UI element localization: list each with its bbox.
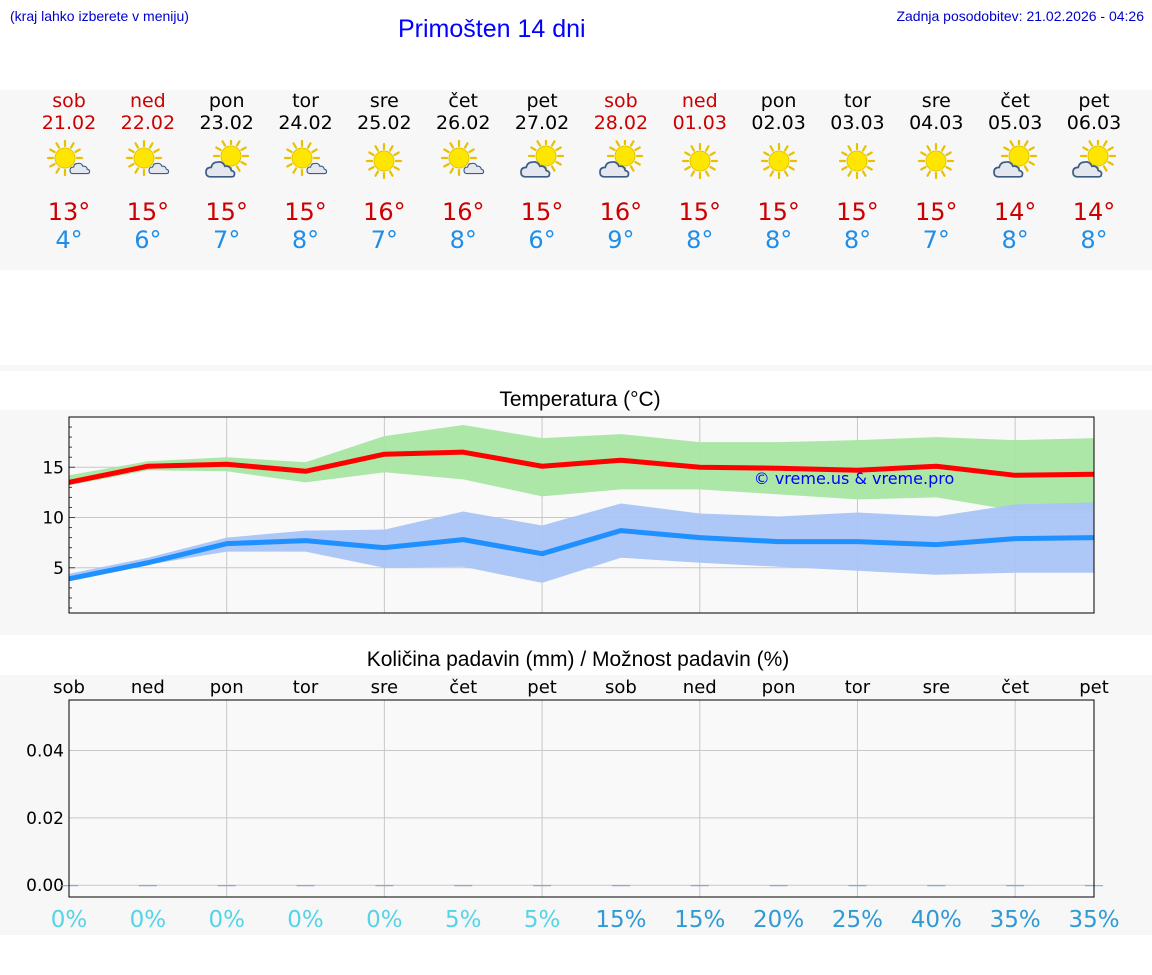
day-date: 21.02 [41,112,97,134]
divider [0,365,1152,371]
max-temperature: 15° [678,198,722,226]
sun-cloud-icon [46,140,91,177]
day-name: čet [1000,90,1030,112]
max-temperature: 13° [47,198,91,226]
max-temperature: 16° [441,198,485,226]
temperature-chart-title: Temperatura (°C) [499,388,661,411]
day-date: 28.02 [593,112,649,134]
max-temperature: 14° [1072,198,1116,226]
cloud-sun-icon [993,140,1038,178]
max-temperature: 16° [363,198,406,226]
day-date: 02.03 [751,112,806,134]
day-date: 03.03 [830,112,885,134]
forecast-day: ned 22.02 15° 6° [108,90,188,254]
max-temperature: 15° [915,198,958,226]
forecast-day: tor 03.03 15° 8° [817,90,897,254]
max-temperature: 15° [205,198,248,226]
day-name: pon [760,90,797,112]
sun-cloud-icon [125,140,169,177]
max-temperature: 15° [284,198,327,226]
max-temperature: 15° [126,198,170,226]
sun-icon [918,142,955,180]
sun-icon [681,142,718,180]
max-temperature: 15° [757,198,800,226]
min-temperature: 6° [528,226,556,254]
sun-cloud-icon [283,140,327,177]
min-temperature: 8° [291,226,320,254]
min-temperature: 8° [686,226,714,254]
forecast-day: sob 21.02 13° 4° [29,90,109,254]
page-title: Primošten 14 dni [398,15,586,43]
day-name: sre [921,90,951,112]
day-name: sre [369,90,399,112]
max-temperature: 15° [836,198,879,226]
forecast-band [0,90,1152,270]
sun-cloud-icon [441,140,485,177]
forecast-day: ned 01.03 15° 8° [660,90,740,254]
cloud-sun-icon [520,140,565,178]
forecast-day: sob 28.02 16° 9° [581,90,661,254]
cloud-sun-icon [204,140,249,178]
forecast-day: sre 04.03 15° 7° [896,90,976,254]
day-date: 05.03 [987,112,1043,134]
cloud-sun-icon [599,140,644,178]
min-temperature: 7° [370,226,399,254]
day-date: 23.02 [199,112,254,134]
day-name: ned [129,90,166,112]
forecast-day: čet 26.02 16° 8° [423,90,503,254]
max-temperature: 16° [599,198,643,226]
day-name: pet [1078,90,1110,112]
precipitation-chart-title: Količina padavin (mm) / Možnost padavin … [366,648,790,671]
day-name: sob [52,90,86,112]
day-name: tor [292,90,319,112]
day-name: tor [844,90,871,112]
min-temperature: 9° [607,226,635,254]
forecast-day: pet 06.03 14° 8° [1054,90,1134,254]
day-name: čet [448,90,479,112]
day-date: 01.03 [672,112,727,134]
min-temperature: 4° [55,226,83,254]
min-temperature: 8° [843,226,872,254]
precipitation-band [0,675,1152,935]
forecast-day: pet 27.02 15° 6° [502,90,582,254]
min-temperature: 8° [764,226,793,254]
day-name: ned [681,90,718,112]
cloud-sun-icon [1072,140,1117,178]
location-menu-note[interactable]: (kraj lahko izberete v meniju) [10,8,189,24]
min-temperature: 7° [213,226,241,254]
day-date: 26.02 [436,112,491,134]
forecast-day: pon 23.02 15° 7° [187,90,267,254]
min-temperature: 8° [1001,226,1029,254]
day-date: 22.02 [120,112,176,134]
day-date: 04.03 [909,112,964,134]
sun-icon [760,142,797,180]
sun-icon [839,142,876,180]
temperature-band [0,410,1152,635]
forecast-day: tor 24.02 15° 8° [266,90,346,254]
min-temperature: 6° [134,226,162,254]
day-date: 24.02 [278,112,333,134]
forecast-day: sre 25.02 16° 7° [344,90,424,254]
day-date: 27.02 [514,112,570,134]
min-temperature: 7° [922,226,950,254]
last-update: Zadnja posodobitev: 21.02.2026 - 04:26 [896,8,1144,24]
min-temperature: 8° [1080,226,1108,254]
day-date: 25.02 [357,112,412,134]
min-temperature: 8° [449,226,477,254]
max-temperature: 15° [520,198,564,226]
sun-icon [366,142,403,180]
day-date: 06.03 [1066,112,1122,134]
forecast-day: pon 02.03 15° 8° [739,90,819,254]
day-name: pon [208,90,245,112]
day-name: sob [604,90,638,112]
day-name: pet [526,90,558,112]
max-temperature: 14° [993,198,1037,226]
forecast-day: čet 05.03 14° 8° [975,90,1055,254]
